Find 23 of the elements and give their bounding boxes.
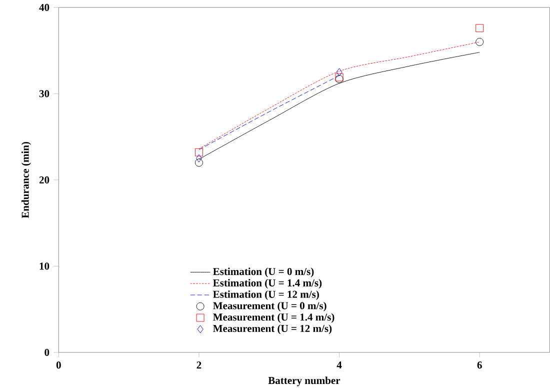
x-tick-label: 4 [336,361,342,368]
x-tick-label: 0 [56,361,61,369]
x-axis-title: Battery number [268,376,340,386]
legend-label: Measurement (U = 1.4 m/s) [213,313,334,323]
legend-label: Estimation (U = 0 m/s) [213,268,314,278]
y-axis-title: Endurance (min) [21,142,31,218]
legend-label: Estimation (U = 12 m/s) [213,290,319,300]
y-tick-label: 20 [39,176,50,184]
y-tick-label: 30 [39,90,50,98]
point [476,24,484,32]
point [336,68,342,76]
point [476,38,484,46]
point [196,154,202,162]
legend-label: Measurement (U = 12 m/s) [213,324,332,334]
y-tick-label: 0 [44,348,50,356]
legend-label: Estimation (U = 1.4 m/s) [213,279,322,289]
legend-label: Measurement (U = 0 m/s) [213,302,326,312]
point [194,148,203,156]
y-tick-label: 10 [40,262,50,270]
x-tick-label: 2 [196,361,202,368]
point [194,158,203,167]
x-tick-label: 6 [477,361,482,369]
y-tick-label: 40 [39,4,50,11]
